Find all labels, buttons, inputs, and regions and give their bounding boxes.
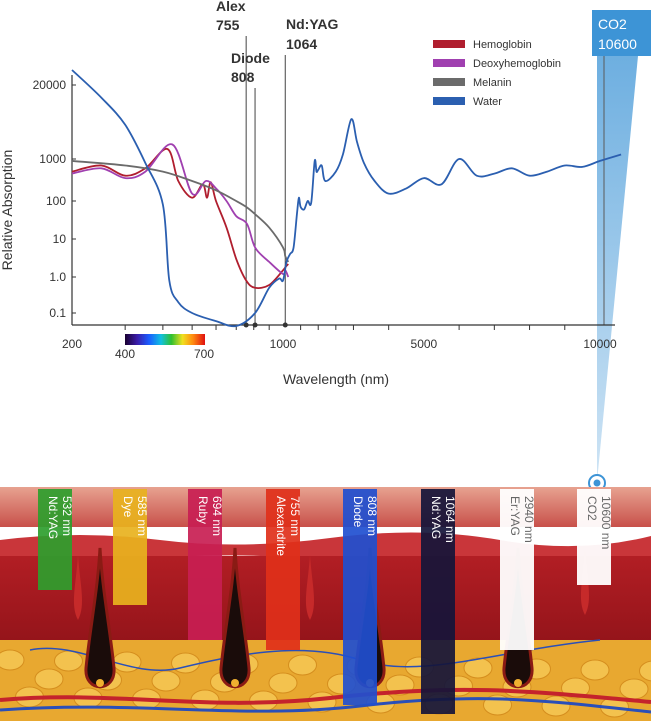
fat-cell — [288, 654, 317, 676]
legend-label: Deoxyhemoglobin — [473, 58, 561, 70]
legend-swatch — [433, 59, 465, 67]
laser-beam — [421, 489, 455, 714]
laser-beam — [188, 489, 222, 640]
laser-wavelength: 10600 nm — [599, 496, 613, 549]
y-tick-label: 0.1 — [49, 306, 66, 320]
fat-cell — [268, 672, 298, 694]
fat-cell — [619, 678, 649, 700]
spectrum-end-label: 700 — [194, 347, 214, 361]
y-tick-label: 10 — [53, 232, 67, 246]
skin-cross-section: Nd:YAG 532 nm Dye 585 nm Ruby 694 nm Alexandri… — [0, 487, 651, 721]
y-tick-label: 1000 — [39, 152, 66, 166]
legend-swatch — [433, 40, 465, 48]
x-axis-label: Wavelength (nm) — [283, 371, 389, 387]
fat-cell — [171, 652, 200, 674]
laser-beam — [343, 489, 377, 705]
series-line-melanin — [71, 160, 290, 263]
y-tick-label: 1.0 — [49, 270, 66, 284]
laser-wavelength: 1064 nm — [443, 496, 457, 543]
fat-cell — [580, 659, 610, 681]
visible-spectrum-bar — [125, 334, 205, 345]
marker-dot — [252, 322, 258, 328]
laser-name: Nd:YAG — [429, 496, 443, 539]
legend-swatch — [433, 97, 465, 105]
skin-surface-top — [0, 487, 651, 527]
vein — [0, 697, 651, 714]
laser-beam — [113, 489, 147, 605]
co2-callout-label-line2: 10600 — [598, 36, 637, 52]
laser-wavelength: 755 nm — [288, 496, 302, 536]
laser-beam — [38, 489, 72, 590]
fat-cell — [541, 695, 571, 717]
co2-callout-box — [592, 10, 651, 56]
laser-wavelength: 532 nm — [60, 496, 74, 536]
fat-cell — [151, 670, 181, 692]
spectrum-start-label: 400 — [115, 347, 135, 361]
laser-name: CO2 — [585, 496, 599, 521]
laser-name: Ruby — [196, 496, 210, 524]
y-axis-label: Relative Absorption — [0, 150, 15, 271]
marker-group: Alex 755 Diode 808 Nd:YAG 1064 — [216, 0, 338, 328]
epidermis-layer — [0, 532, 651, 564]
laser-beam — [500, 489, 534, 650]
x-tick-label: 5000 — [411, 337, 438, 351]
marker-label-line2: 1064 — [286, 36, 317, 52]
marker-label-line1: Nd:YAG — [286, 16, 338, 32]
legend-label: Water — [473, 96, 502, 108]
legend-swatch — [433, 78, 465, 86]
series-line-deoxyhemoglobin — [71, 143, 290, 278]
sebaceous-gland — [305, 555, 315, 620]
fat-cell — [34, 668, 64, 690]
sebaceous-gland — [73, 555, 83, 620]
laser-name: Er:YAG — [508, 496, 522, 536]
fat-cell — [54, 650, 83, 672]
series-group — [71, 69, 622, 328]
marker-dot — [243, 322, 249, 328]
hair-bulb — [514, 679, 522, 687]
laser-wavelength: 694 nm — [210, 496, 224, 536]
artery — [0, 687, 651, 705]
series-line-water — [71, 69, 622, 328]
x-tick-group: 200 1000 5000 10000 — [62, 325, 617, 351]
absorption-chart: CO2 10600 20000 1000 100 10 1.0 0.1 200 1000 50… — [0, 0, 651, 492]
co2-callout-beam — [597, 56, 638, 482]
marker-dot — [282, 322, 288, 328]
legend: Hemoglobin Deoxyhemoglobin Melanin Water — [433, 39, 561, 108]
laser-name: Dye — [121, 496, 135, 518]
laser-name: Diode — [351, 496, 365, 528]
x-tick-label: 10000 — [583, 337, 617, 351]
y-tick-label: 100 — [46, 194, 66, 208]
fat-cell — [639, 660, 651, 682]
marker-label-line2: 808 — [231, 69, 255, 85]
y-tick-group: 20000 1000 100 10 1.0 0.1 — [33, 78, 76, 320]
legend-label: Melanin — [473, 77, 512, 89]
co2-callout-label-line1: CO2 — [598, 16, 627, 32]
legend-label: Hemoglobin — [473, 39, 532, 51]
y-tick-label: 20000 — [33, 78, 67, 92]
laser-beam-group: Nd:YAG 532 nm Dye 585 nm Ruby 694 nm Alexandri… — [38, 489, 613, 714]
fat-cell — [112, 651, 142, 673]
laser-beam — [577, 489, 611, 585]
laser-wavelength: 585 nm — [135, 496, 149, 536]
fat-cell — [463, 657, 493, 679]
laser-beam — [266, 489, 300, 650]
marker-label-line2: 755 — [216, 17, 240, 33]
hair-bulb — [96, 679, 104, 687]
laser-name: Nd:YAG — [46, 496, 60, 539]
marker-label-line1: Alex — [216, 0, 246, 14]
laser-name: Alexandrite — [274, 496, 288, 556]
x-tick-label: 200 — [62, 337, 82, 351]
x-tick-label: 1000 — [270, 337, 297, 351]
co2-callout-target-dot — [593, 479, 601, 487]
laser-wavelength: 808 nm — [365, 496, 379, 536]
laser-wavelength: 2940 nm — [522, 496, 536, 543]
marker-label-line1: Diode — [231, 50, 270, 66]
fat-cell — [0, 649, 25, 671]
hair-bulb — [231, 679, 239, 687]
